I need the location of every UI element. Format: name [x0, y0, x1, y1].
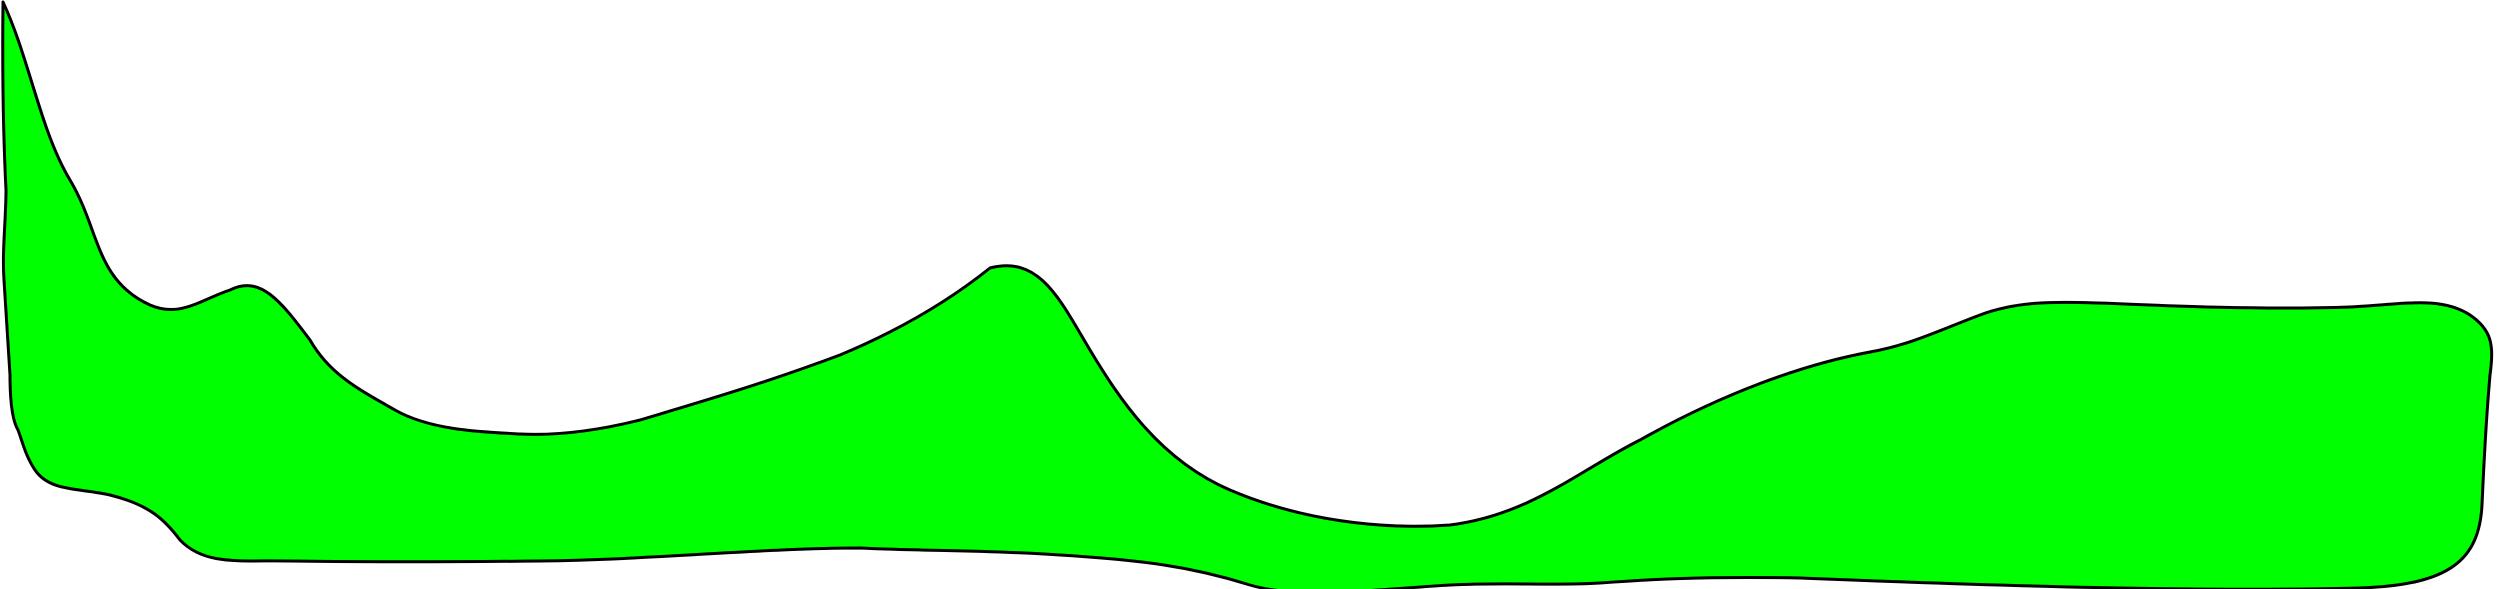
green-blob-shape	[1, 0, 2494, 589]
drawing-canvas	[1, 0, 2494, 589]
